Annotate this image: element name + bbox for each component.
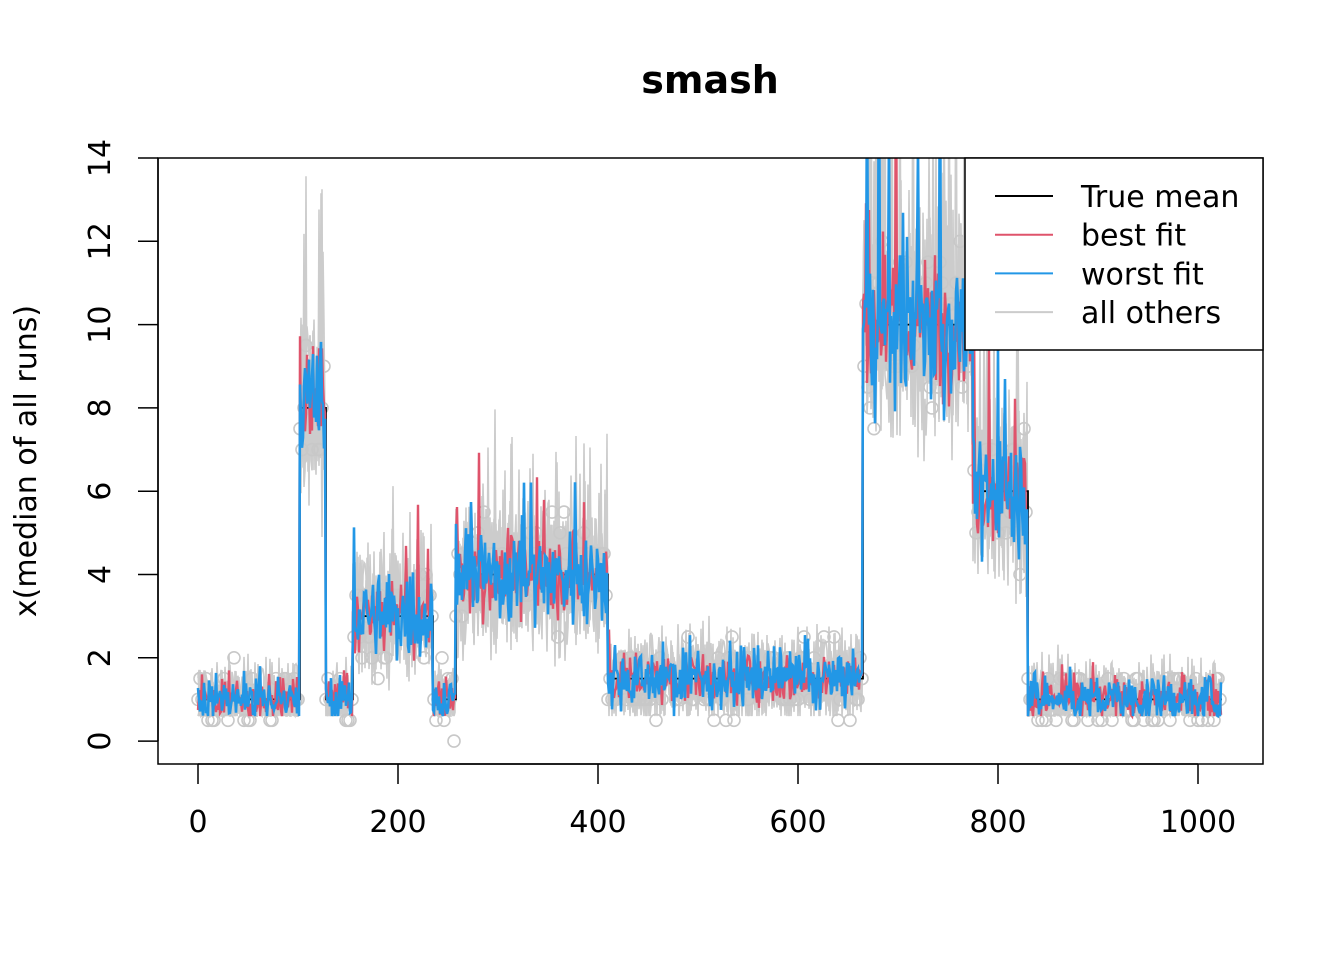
observation-point — [1039, 713, 1053, 728]
observation-point — [1013, 567, 1027, 582]
y-tick-label: 0 — [83, 732, 118, 751]
observation-point — [1173, 671, 1187, 686]
others-line — [197, 158, 1222, 720]
x-tick-label: 600 — [769, 805, 826, 840]
observation-point — [417, 650, 431, 665]
observation-point — [379, 650, 393, 665]
observation-point — [955, 380, 969, 394]
observation-point — [925, 401, 939, 415]
observation-point — [551, 630, 565, 644]
x-tick-label: 800 — [969, 805, 1026, 840]
observation-point — [649, 713, 663, 728]
observation-point — [843, 713, 857, 728]
others-line — [197, 158, 1222, 719]
x-tick-label: 200 — [369, 805, 426, 840]
observation-point — [237, 713, 251, 728]
observation-point — [227, 650, 241, 665]
observation-point — [557, 505, 571, 519]
y-tick-label: 4 — [83, 565, 118, 584]
observation-point — [1105, 713, 1119, 728]
observation-point — [1091, 713, 1105, 728]
observation-point — [681, 630, 695, 644]
observation-point — [429, 713, 443, 728]
observation-point — [245, 671, 259, 686]
x-tick-label: 1000 — [1160, 805, 1236, 840]
observation-point — [1081, 713, 1095, 728]
others-line — [197, 158, 1222, 719]
observation-point — [587, 546, 601, 561]
observation-point — [831, 713, 845, 728]
observation-point — [1201, 713, 1215, 728]
y-tick-label: 8 — [83, 398, 118, 417]
y-tick-label: 6 — [83, 482, 118, 501]
others-line — [197, 158, 1222, 719]
x-axis: 0 200 400 600 800 1000 — [188, 763, 1236, 840]
observation-point — [725, 630, 739, 644]
legend-label: best fit — [1081, 219, 1186, 254]
observation-point — [719, 713, 733, 728]
observation-point — [371, 671, 385, 686]
observation-point — [1137, 713, 1151, 728]
observation-point — [827, 630, 841, 644]
y-tick-label: 10 — [83, 306, 118, 344]
observation-point — [817, 630, 831, 644]
y-tick-label: 14 — [83, 139, 118, 177]
observation-point — [419, 567, 433, 582]
observation-point — [1131, 671, 1145, 686]
legend-label: True mean — [1080, 180, 1239, 215]
observation-point — [1147, 713, 1161, 728]
observation-point — [355, 650, 369, 665]
observation-point — [1189, 671, 1203, 686]
best-fit-line — [196, 158, 1223, 720]
legend-box — [964, 157, 1264, 351]
observation-point — [553, 526, 567, 540]
observation-point — [653, 650, 667, 665]
y-axis: 0 2 4 6 8 10 12 14 — [83, 139, 159, 751]
observation-point — [727, 713, 741, 728]
y-tick-label: 12 — [83, 222, 118, 260]
x-tick-label: 400 — [569, 805, 626, 840]
observation-point — [435, 650, 449, 665]
observation-point — [867, 421, 881, 436]
observation-point — [633, 692, 647, 707]
observation-point — [851, 692, 865, 707]
observation-point — [1049, 713, 1063, 728]
y-axis-label: x(median of all runs) — [9, 305, 44, 617]
y-tick-label: 2 — [83, 648, 118, 667]
others-line — [197, 158, 1222, 720]
x-tick-label: 0 — [188, 805, 207, 840]
observation-point — [193, 671, 207, 686]
observation-point — [629, 692, 643, 707]
worst-fit-line — [196, 158, 1223, 719]
observation-point — [687, 692, 701, 707]
chart-title: smash — [641, 58, 779, 102]
observation-point — [1167, 671, 1181, 686]
observation-point — [1163, 713, 1177, 728]
observation-point — [447, 734, 461, 748]
legend-label: worst fit — [1081, 257, 1204, 292]
observation-point — [639, 692, 653, 707]
observation-point — [199, 671, 213, 686]
observation-point — [1017, 421, 1031, 436]
observation-point — [305, 442, 319, 457]
plot-area — [191, 158, 1227, 748]
legend-label: all others — [1081, 296, 1221, 331]
observation-point — [693, 650, 707, 665]
others-line — [197, 158, 1222, 719]
